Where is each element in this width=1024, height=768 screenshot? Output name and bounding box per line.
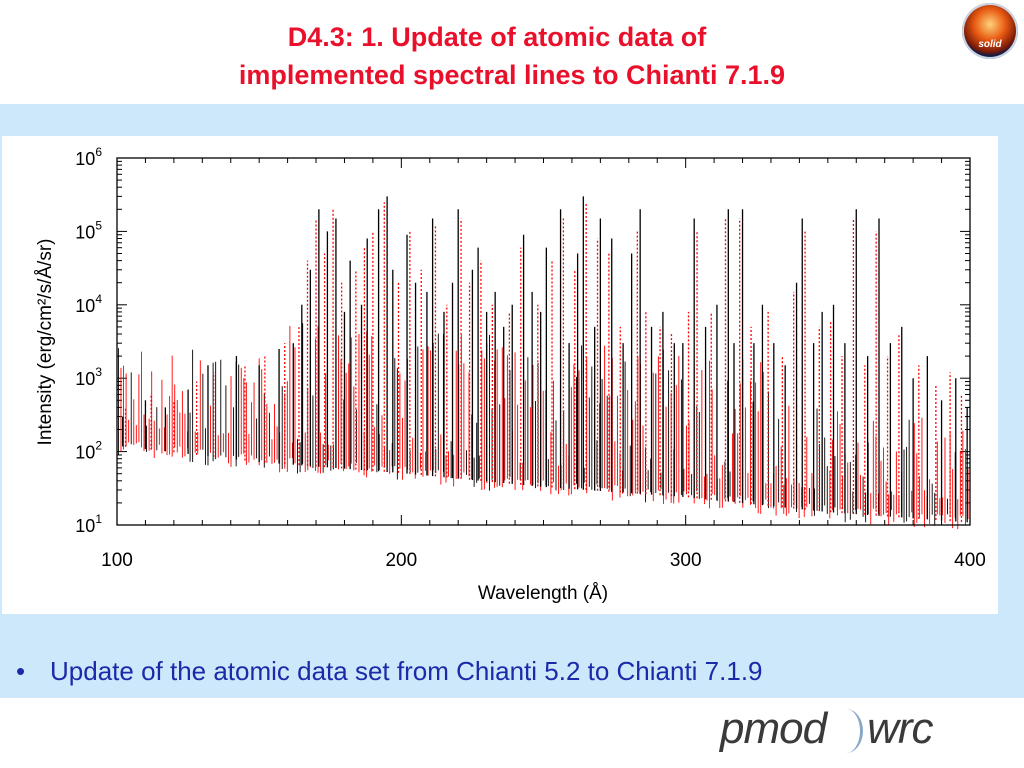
series-dotted [124, 202, 963, 522]
slide-title: D4.3: 1. Update of atomic data of implem… [0, 18, 1024, 94]
bullet-item: • Update of the atomic data set from Chia… [16, 656, 763, 687]
slide-title-line2: implemented spectral lines to Chianti 7.… [238, 60, 786, 90]
series-layer [117, 196, 969, 530]
y-tick-label: 101 [75, 512, 102, 536]
series-solid [122, 196, 968, 523]
slide-title-line1: D4.3: 1. Update of atomic data of [287, 22, 707, 52]
pmod-logo-text: pmod [720, 704, 827, 753]
logo-arc-icon [830, 709, 864, 754]
x-axis-label: Wavelength (Å) [478, 583, 608, 604]
plot-frame [116, 157, 971, 526]
x-tick-label: 200 [385, 550, 417, 571]
plot-background [2, 136, 998, 614]
y-tick-label: 106 [75, 145, 102, 169]
bullet-marker: • [16, 656, 26, 686]
tick-layer [116, 157, 971, 526]
y-tick-label: 104 [75, 292, 102, 316]
solid-logo-text: solid [978, 39, 1002, 50]
x-tick-label: 400 [954, 550, 986, 571]
label-layer: 100 200 300 400 101 102 103 104 105 106 [75, 145, 986, 571]
wrc-logo-text: wrc [867, 704, 933, 753]
pmod-wrc-logo: pmod wrc [720, 704, 934, 754]
solid-logo: solid [962, 3, 1018, 59]
bullet-text: Update of the atomic data set from Chian… [50, 656, 763, 686]
y-tick-label: 105 [75, 218, 102, 242]
continuum-noise [117, 323, 969, 530]
y-axis-label: Intensity (erg/cm²/s/Å/sr) [35, 239, 56, 446]
y-tick-label: 102 [75, 439, 102, 463]
x-tick-label: 300 [670, 550, 702, 571]
y-tick-label: 103 [75, 365, 102, 389]
x-tick-label: 100 [101, 550, 133, 571]
